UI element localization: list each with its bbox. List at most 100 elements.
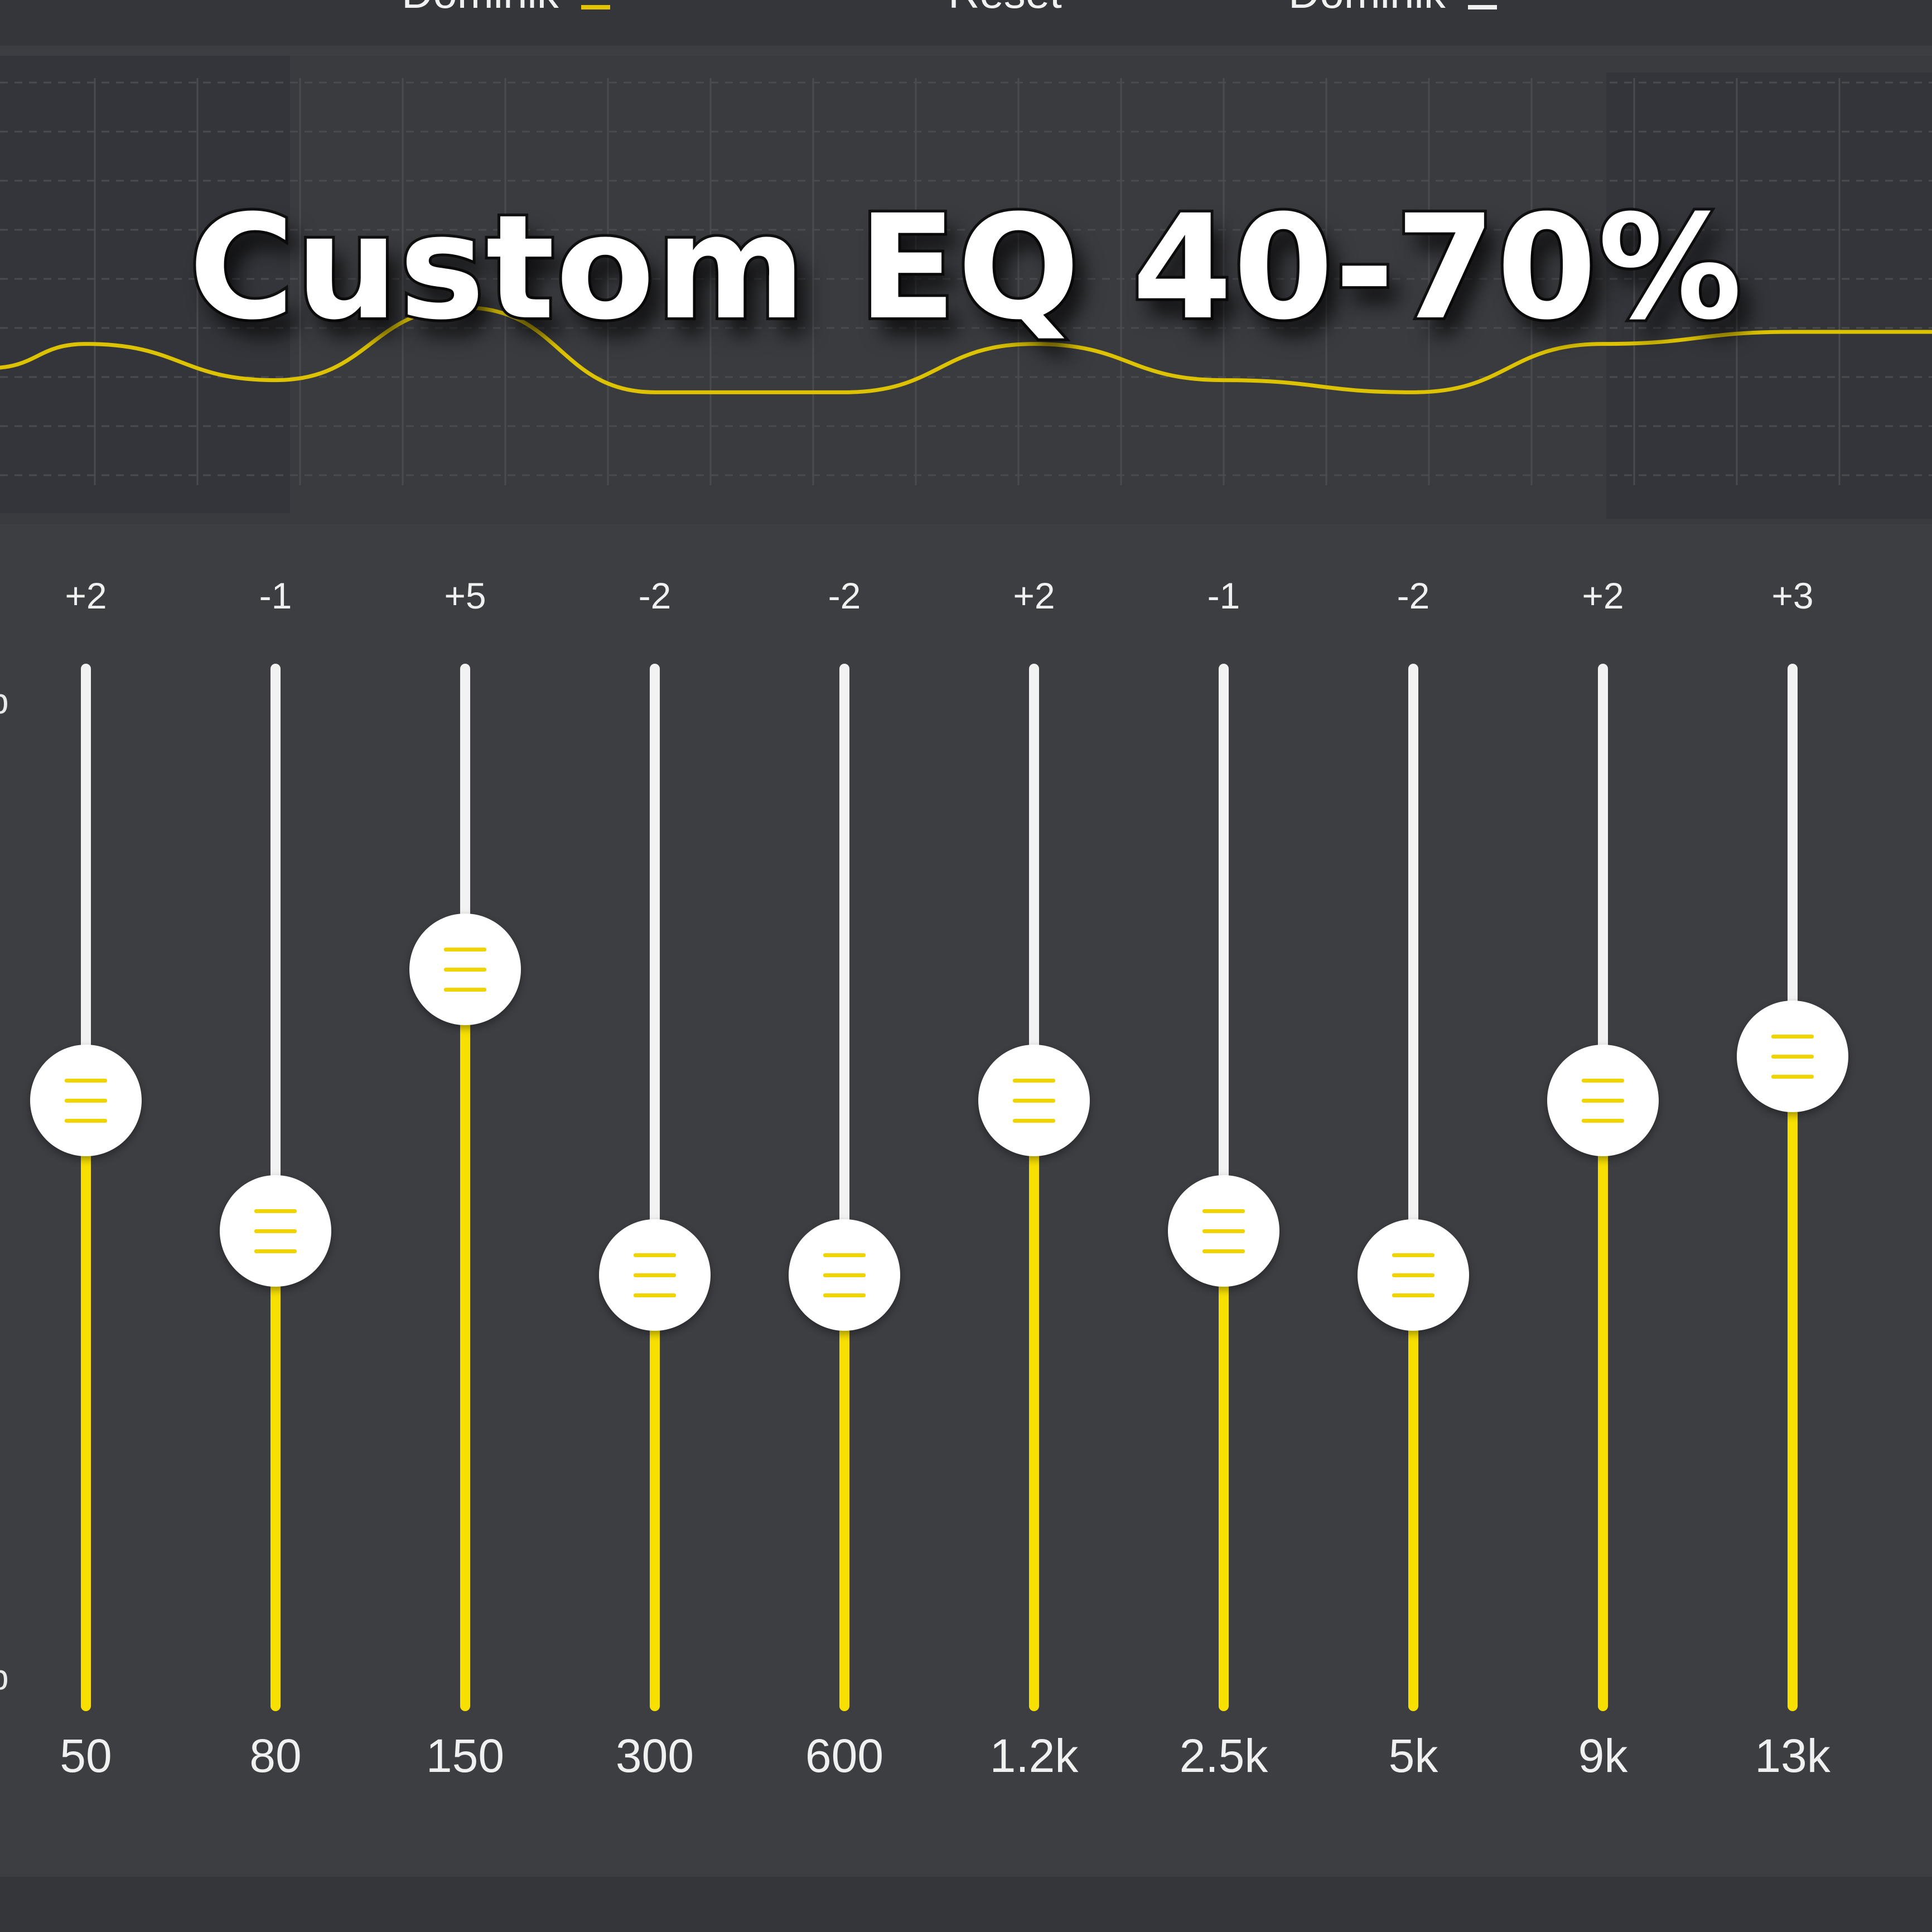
band-frequency-label: 80 [249,1730,302,1782]
slider-track-filled[interactable] [460,969,470,1711]
eq-band-13k: +3 13k [1737,0,1848,1932]
slider-track-filled[interactable] [839,1274,849,1711]
grip-line-icon [1582,1118,1624,1123]
reset-label: Reset [948,0,1062,17]
grip-line-icon [65,1118,107,1123]
band-gain-label: -1 [1207,575,1240,616]
slider-knob[interactable] [1168,1175,1279,1287]
reset-button[interactable]: Reset [948,0,1062,18]
slider-track-filled[interactable] [1029,1100,1039,1711]
band-frequency-label: 300 [615,1730,694,1782]
grip-line-icon [823,1293,866,1297]
slider-knob[interactable] [1737,1001,1848,1113]
eq-band-2.5k: -1 2.5k [1168,0,1279,1932]
slider-knob[interactable] [30,1044,142,1156]
band-gain-label: +3 [1771,575,1814,616]
grip-line-icon [634,1293,676,1297]
band-gain-label: +2 [1013,575,1055,616]
slider-track-upper[interactable] [1598,664,1608,1100]
grip-line-icon [1013,1078,1055,1083]
eq-curve-line [0,306,1932,394]
slider-track-filled[interactable] [1788,1056,1798,1711]
slider-knob[interactable] [599,1219,711,1331]
bottom-bar [0,1877,1932,1932]
slider-track-upper[interactable] [1788,664,1798,1057]
band-frequency-label: 13k [1755,1730,1830,1782]
grip-line-icon [1013,1098,1055,1103]
eq-band-9k: +2 9k [1547,0,1659,1932]
slider-track-upper[interactable] [1408,664,1418,1275]
eq-band-80: -1 80 [220,0,331,1932]
left-preset-label: Dominik [402,0,559,17]
right-preset-label: Dominik [1288,0,1446,17]
slider-knob[interactable] [1547,1044,1659,1156]
slider-track-upper[interactable] [1029,664,1039,1100]
grip-line-icon [1202,1249,1245,1254]
grip-line-icon [65,1098,107,1103]
left-preset-button[interactable]: Dominik [402,0,610,18]
slider-track-filled[interactable] [1408,1274,1418,1711]
overlay-title: Custom EQ 40-70% [186,181,1745,354]
eq-band-300: -2 300 [599,0,711,1932]
grip-line-icon [1392,1253,1434,1257]
grip-line-icon [823,1273,866,1277]
slider-track-filled[interactable] [271,1231,281,1711]
slider-track-upper[interactable] [839,664,849,1275]
slider-track-filled[interactable] [81,1100,91,1711]
graph-shade-right [1606,73,1932,519]
scale-bottom-label: b [0,1656,9,1698]
band-frequency-label: 5k [1388,1730,1438,1782]
slider-knob[interactable] [220,1175,331,1287]
eq-band-1.2k: +2 1.2k [978,0,1090,1932]
band-gain-label: -1 [259,575,292,616]
grip-line-icon [1771,1075,1814,1079]
grip-line-icon [254,1209,297,1214]
grip-line-icon [1013,1118,1055,1123]
grip-line-icon [1392,1293,1434,1297]
graph-grid [0,78,1932,485]
grip-line-icon [254,1229,297,1234]
eq-band-5k: -2 5k [1358,0,1469,1932]
band-frequency-label: 2.5k [1179,1730,1268,1782]
band-gain-label: +5 [444,575,486,616]
band-frequency-label: 600 [805,1730,884,1782]
grip-line-icon [1582,1098,1624,1103]
grip-line-icon [1771,1055,1814,1059]
slider-track-upper[interactable] [1219,664,1229,1231]
eq-band-600: -2 600 [789,0,900,1932]
slider-track-upper[interactable] [81,664,91,1100]
grip-line-icon [634,1253,676,1257]
slider-track-filled[interactable] [1219,1231,1229,1711]
grip-line-icon [444,947,486,951]
scale-top-label: b [0,680,9,722]
band-gain-label: +2 [65,575,107,616]
slider-track-upper[interactable] [650,664,660,1275]
grip-line-icon [444,967,486,972]
right-preset-button[interactable]: Dominik [1288,0,1497,18]
slider-knob[interactable] [789,1219,900,1331]
band-gain-label: +2 [1582,575,1624,616]
slider-knob[interactable] [978,1044,1090,1156]
band-gain-label: -2 [638,575,672,616]
grip-line-icon [1771,1035,1814,1039]
grip-line-icon [65,1078,107,1083]
grip-line-icon [1202,1229,1245,1234]
grip-line-icon [823,1253,866,1257]
eq-curve-graph [0,56,1932,524]
grip-line-icon [1582,1078,1624,1083]
slider-knob[interactable] [409,913,521,1025]
grip-line-icon [1392,1273,1434,1277]
eq-band-50: +2 50 [30,0,142,1932]
slider-track-upper[interactable] [271,664,281,1231]
band-gain-label: -2 [1397,575,1430,616]
grip-line-icon [634,1273,676,1277]
grip-line-icon [1202,1209,1245,1214]
band-frequency-label: 1.2k [989,1730,1079,1782]
slider-track-filled[interactable] [650,1274,660,1711]
slider-track-filled[interactable] [1598,1100,1608,1711]
slider-track-upper[interactable] [460,664,470,969]
slider-knob[interactable] [1358,1219,1469,1331]
eq-band-150: +5 150 [409,0,521,1932]
band-frequency-label: 50 [60,1730,112,1782]
